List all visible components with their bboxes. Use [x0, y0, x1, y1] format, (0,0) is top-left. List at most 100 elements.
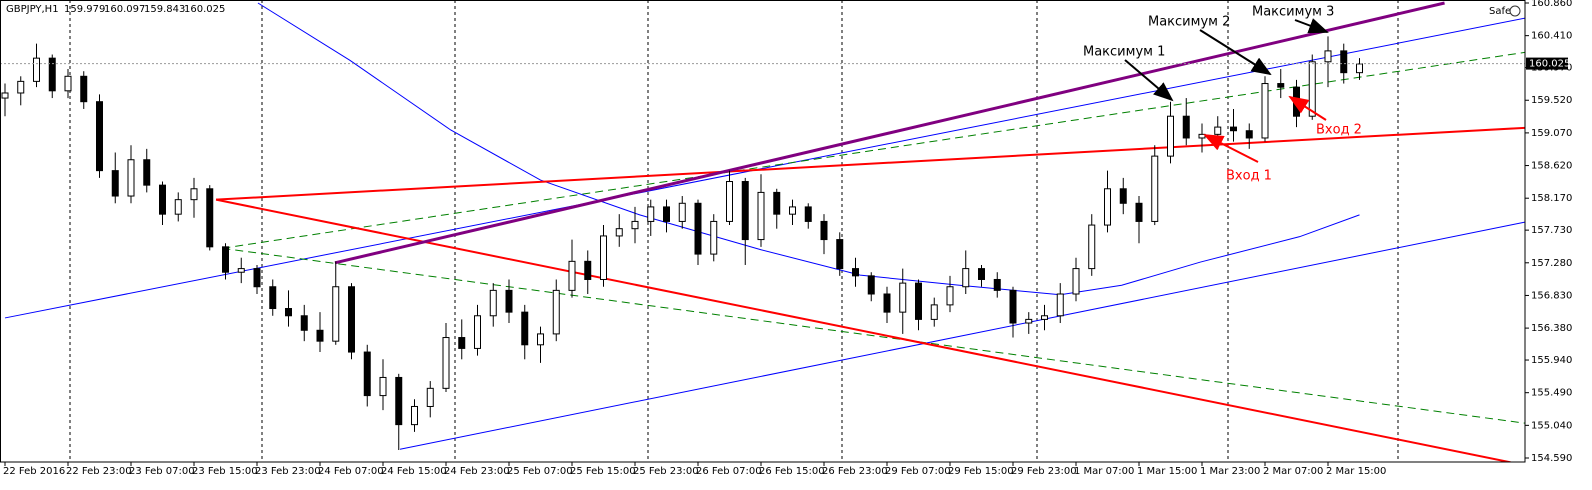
- y-tick-label: 155.040: [1531, 420, 1572, 431]
- x-tick-label: 1 Mar 23:00: [1200, 466, 1260, 477]
- candle-body: [442, 337, 450, 389]
- candle-body: [80, 75, 88, 103]
- annotation: Максимум 1: [1083, 45, 1165, 60]
- candle-body: [694, 202, 702, 255]
- quote-value: 160.025: [184, 4, 225, 15]
- candle-body: [1340, 50, 1348, 74]
- candle-body: [1261, 83, 1269, 139]
- x-tick-label: 29 Feb 15:00: [948, 466, 1014, 477]
- candle-body: [726, 181, 733, 222]
- y-tick-label: 160.410: [1531, 31, 1572, 42]
- candle-body: [253, 268, 261, 288]
- candle-body: [1230, 126, 1237, 132]
- y-tick-label: 155.940: [1531, 355, 1572, 366]
- plot-area: [0, 1, 1525, 462]
- candle-body: [741, 181, 749, 241]
- x-tick-label: 25 Feb 15:00: [570, 466, 636, 477]
- safe-icon: [1509, 5, 1521, 17]
- candle-body: [1, 92, 9, 99]
- candle-body: [552, 289, 560, 335]
- candle-body: [663, 206, 670, 222]
- trend-line: [222, 51, 1525, 249]
- y-tick-label: 159.070: [1531, 128, 1572, 139]
- candle-body: [1324, 50, 1332, 63]
- candle-body: [710, 220, 718, 255]
- annotation: Максимум 2: [1148, 15, 1230, 30]
- annotation: Вход 2: [1316, 123, 1362, 138]
- x-tick-label: 2 Mar 15:00: [1326, 466, 1386, 477]
- candle-body: [852, 268, 859, 277]
- candle-body: [789, 206, 796, 215]
- candle-body: [96, 101, 103, 172]
- candle-body: [1245, 130, 1253, 139]
- candle-body: [521, 311, 529, 346]
- candle-body: [1198, 133, 1206, 139]
- trend-line: [4, 17, 1525, 319]
- candle-body: [568, 260, 576, 291]
- annotation-arrow: [1124, 59, 1174, 102]
- candle-body: [474, 315, 481, 349]
- candle-body: [1308, 61, 1316, 117]
- y-tick-label: 156.380: [1531, 323, 1572, 334]
- quote-value: 159.843: [144, 4, 185, 15]
- last-price-box: [1526, 57, 1568, 70]
- candle-body: [631, 220, 639, 230]
- trend-line: [399, 221, 1525, 450]
- x-tick-label: 24 Feb 15:00: [381, 466, 447, 477]
- candle-body: [946, 286, 954, 306]
- candle-body: [458, 337, 466, 349]
- candle-body: [269, 286, 277, 310]
- candle-body: [111, 170, 119, 197]
- x-tick-label: 23 Feb 15:00: [192, 466, 258, 477]
- candle-body: [1072, 268, 1080, 295]
- candle-body: [1056, 293, 1064, 317]
- candle-body: [930, 304, 938, 320]
- trend-line: [257, 2, 1360, 296]
- candle-body: [615, 228, 623, 237]
- candle-body: [1104, 188, 1111, 226]
- candle-body: [1025, 318, 1033, 324]
- candle-body: [206, 188, 214, 248]
- x-tick-label: 23 Feb 07:00: [129, 466, 195, 477]
- candle-body: [1009, 289, 1017, 324]
- candle-body: [993, 278, 1001, 291]
- candle-body: [300, 315, 308, 331]
- candle-body: [1356, 63, 1363, 74]
- candle-body: [1135, 202, 1143, 222]
- candle-body: [647, 206, 655, 222]
- x-tick-label: 22 Feb 2016: [3, 466, 65, 477]
- x-tick-label: 24 Feb 23:00: [444, 466, 510, 477]
- x-tick-label: 26 Feb 23:00: [822, 466, 888, 477]
- x-tick-label: 29 Feb 07:00: [885, 466, 951, 477]
- x-tick-label: 26 Feb 07:00: [696, 466, 762, 477]
- x-tick-label: 1 Mar 07:00: [1074, 466, 1134, 477]
- y-tick-label: 157.730: [1531, 225, 1572, 236]
- annotation: Максимум 3: [1252, 5, 1334, 20]
- candle-body: [1214, 126, 1222, 135]
- candle-body: [363, 351, 371, 397]
- candle-body: [820, 220, 828, 241]
- y-tick-label: 158.620: [1531, 161, 1572, 172]
- annotation-arrow: [1199, 29, 1272, 76]
- annotation-arrow: [1203, 134, 1259, 163]
- candle-body: [127, 159, 135, 197]
- candle-body: [962, 268, 970, 288]
- y-tick-label: 157.280: [1531, 258, 1572, 269]
- candle-body: [411, 405, 418, 426]
- candle-body: [332, 286, 340, 342]
- trend-line: [222, 247, 1525, 424]
- candle-body: [190, 188, 198, 201]
- y-tick-label: 156.830: [1531, 290, 1572, 301]
- plot-frame: [0, 0, 1526, 463]
- y-tick-label: 158.170: [1531, 193, 1572, 204]
- annotations: Максимум 1 Максимум 2 Максимум 3 Вход 1 …: [1083, 5, 1362, 184]
- x-tick-label: 26 Feb 15:00: [759, 466, 825, 477]
- candle-body: [1182, 115, 1190, 139]
- candle-body: [1119, 188, 1127, 204]
- candle-body: [285, 308, 292, 317]
- annotation-arrow: [1288, 95, 1327, 121]
- candle-body: [379, 376, 387, 397]
- candle-body: [1041, 315, 1048, 320]
- candle-body: [33, 57, 40, 82]
- symbol: GBPJPY,H1: [6, 4, 59, 15]
